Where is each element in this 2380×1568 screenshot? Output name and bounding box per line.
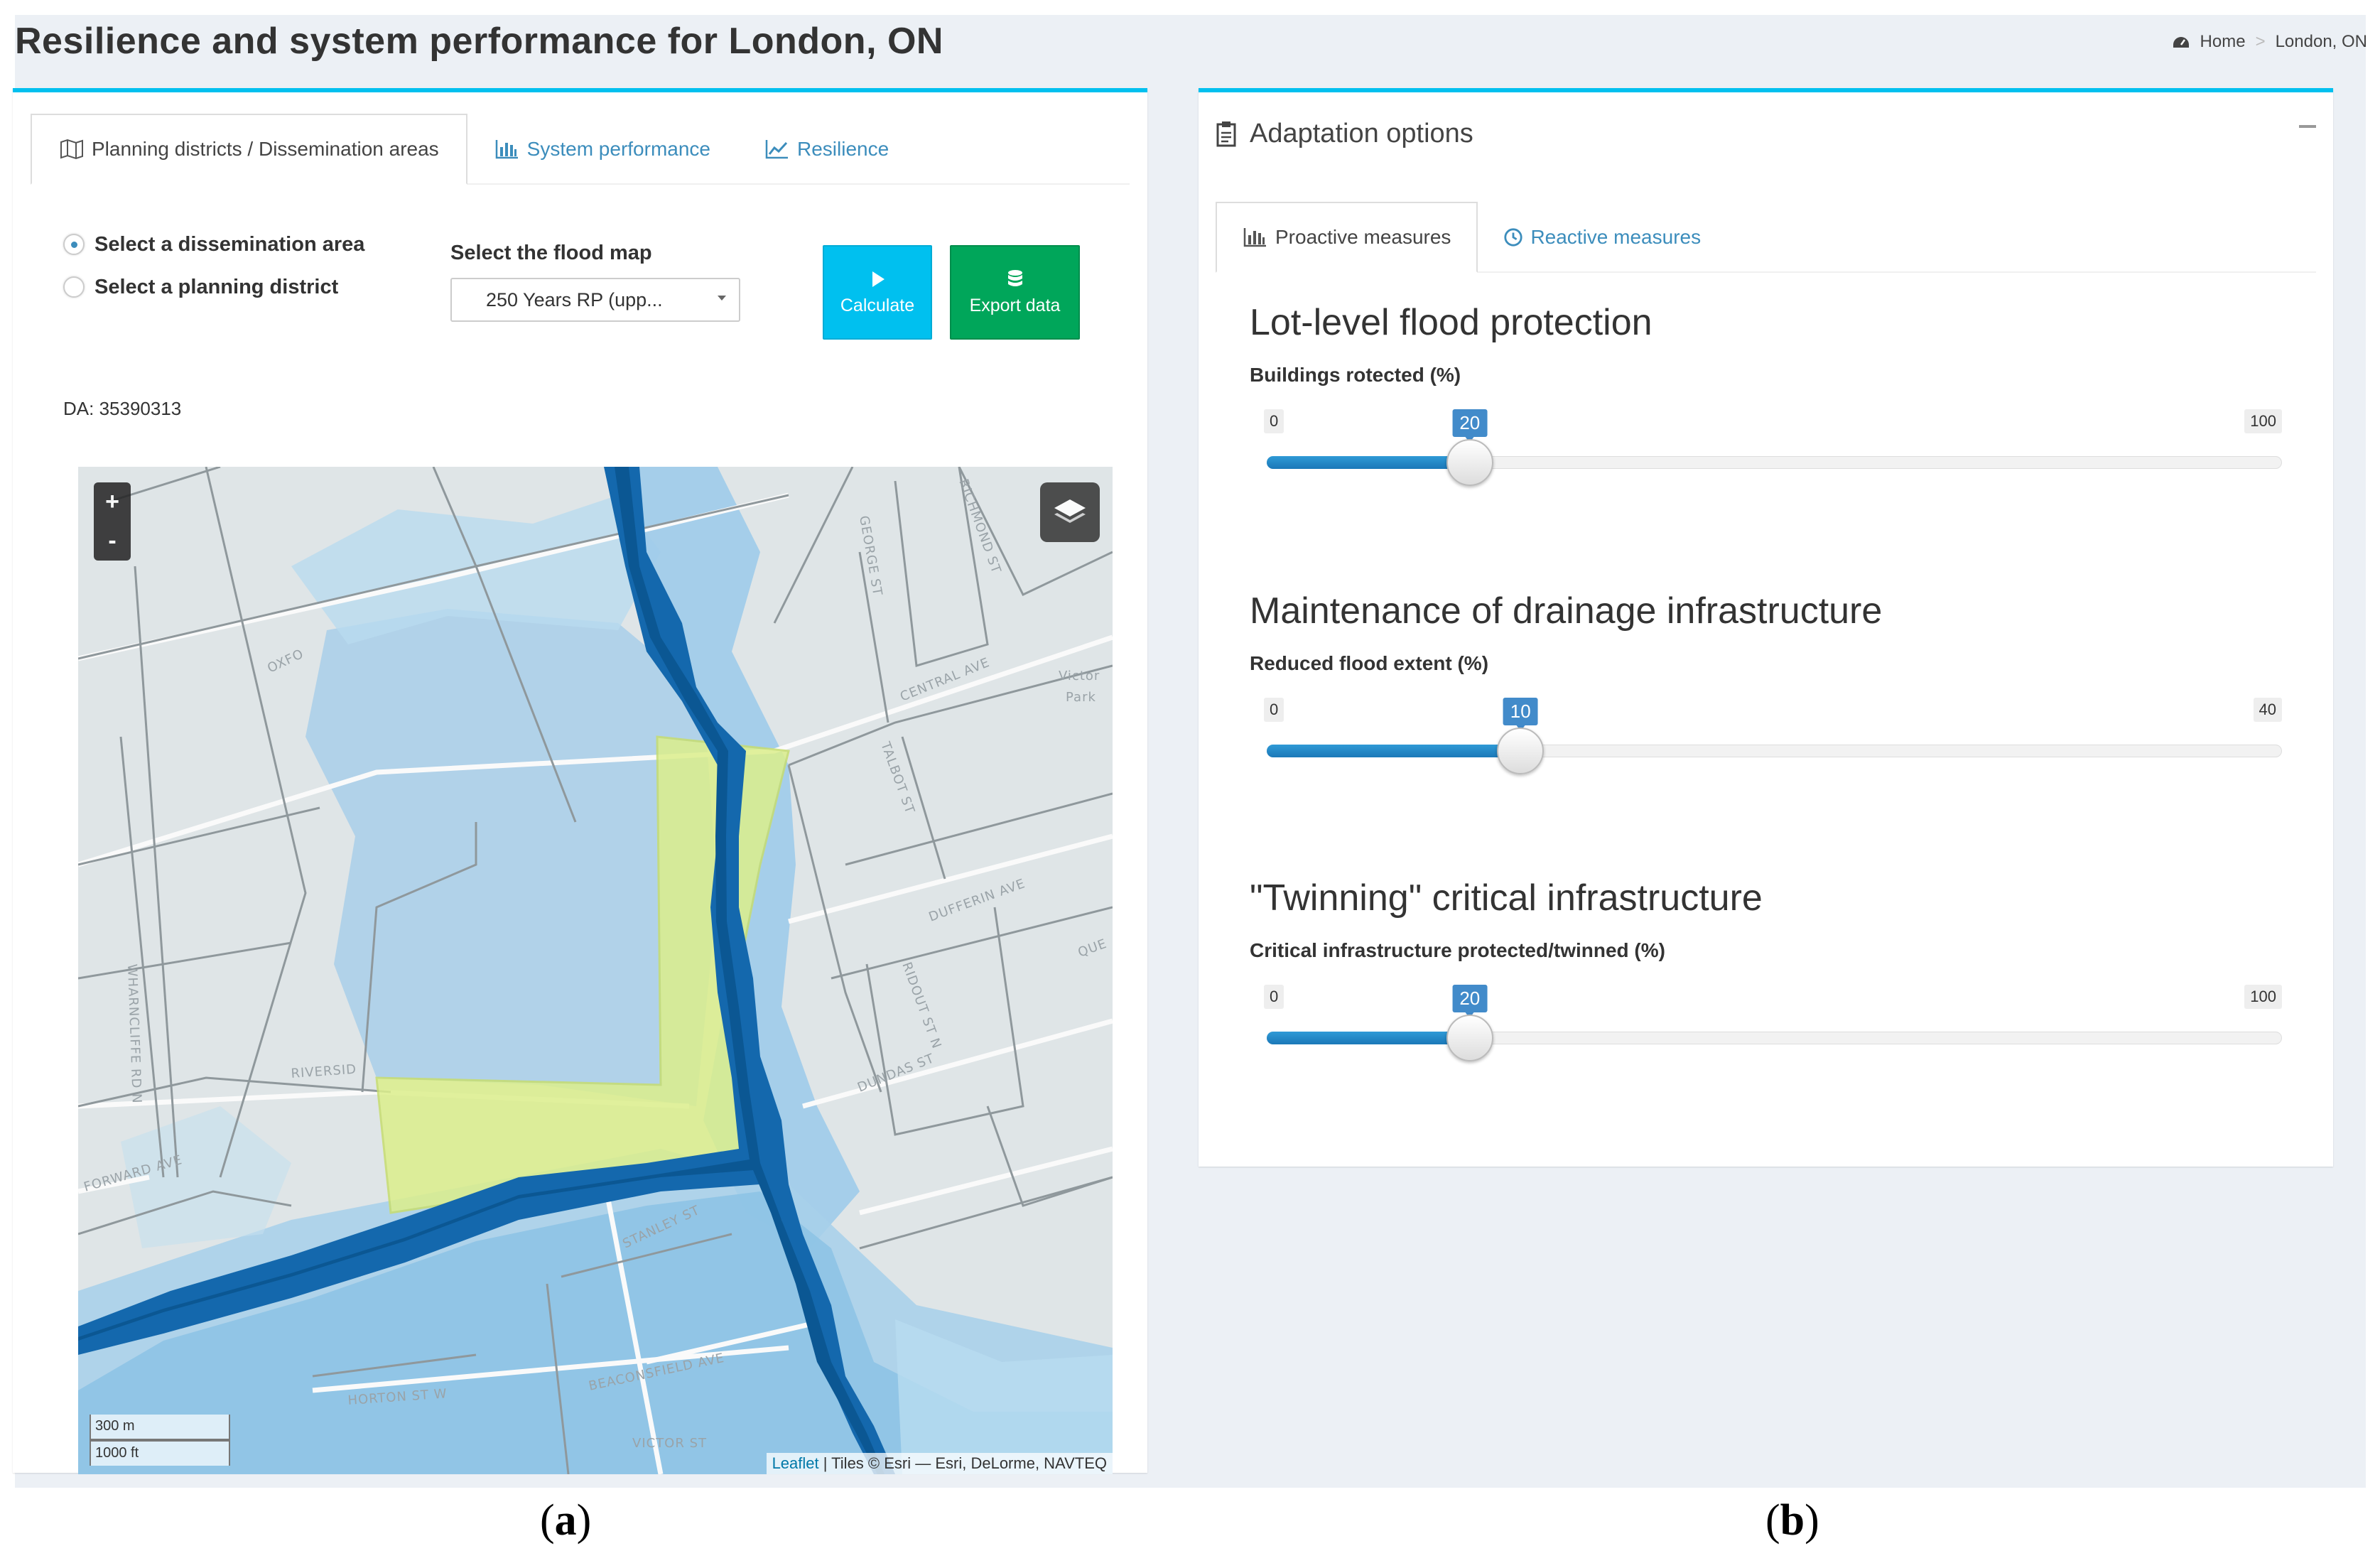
box-title: Adaptation options [1250, 118, 1473, 148]
caption-b-letter: b [1780, 1496, 1805, 1545]
breadcrumb-current: London, ON [2275, 32, 2367, 51]
breadcrumb-home-link[interactable]: Home [2200, 32, 2246, 51]
radio-dissemination-area[interactable]: Select a dissemination area [63, 227, 376, 261]
database-icon [1007, 270, 1022, 286]
left-panel: Planning districts / Dissemination areas… [13, 88, 1147, 1474]
area-type-radio-group: Select a dissemination area Select a pla… [63, 227, 376, 304]
export-label: Export data [969, 296, 1061, 315]
slider-value: 20 [1452, 409, 1488, 443]
radio-planning-district[interactable]: Select a planning district [63, 270, 376, 304]
tab-reactive-measures[interactable]: Reactive measures [1478, 202, 1726, 273]
layers-control[interactable] [1040, 482, 1100, 542]
measure-title: Maintenance of drainage infrastructure [1250, 590, 1883, 632]
tab-label: Proactive measures [1275, 226, 1451, 248]
svg-text:Park: Park [1066, 690, 1096, 705]
map-scale: 300 m 1000 ft [90, 1415, 230, 1466]
slider-label: Reduced flood extent (%) [1250, 652, 1489, 674]
zoom-out-button[interactable]: - [108, 527, 117, 554]
slider-handle[interactable] [1446, 439, 1493, 486]
tab-label: Planning districts / Dissemination areas [92, 138, 439, 160]
slider-max: 40 [2253, 698, 2282, 722]
slider-max: 100 [2244, 409, 2282, 433]
map-attribution: Leaflet | Tiles © Esri — Esri, DeLorme, … [766, 1453, 1113, 1474]
scale-imperial: 1000 ft [90, 1440, 230, 1466]
right-tabs: Proactive measures Reactive measures [1216, 202, 2316, 273]
slider-fill [1267, 745, 1521, 757]
zoom-control: + - [94, 482, 131, 561]
measure-twinning: "Twinning" critical infrastructure Criti… [1250, 877, 2282, 1064]
chevron-down-icon [718, 296, 726, 301]
slider-value: 20 [1452, 985, 1488, 1018]
slider-label: Buildings rotected (%) [1250, 364, 1461, 386]
radio-button-checked[interactable] [63, 234, 85, 255]
measure-drainage: Maintenance of drainage infrastructure R… [1250, 590, 2282, 777]
slider-min: 0 [1264, 409, 1284, 433]
line-chart-icon [765, 140, 788, 159]
flood-map-value: 250 Years RP (upp... [486, 288, 663, 310]
tab-proactive-measures[interactable]: Proactive measures [1216, 202, 1478, 273]
flood-map-select[interactable]: 250 Years RP (upp... [450, 278, 740, 322]
slider-fill [1267, 456, 1470, 469]
flood-map-label: Select the flood map [450, 242, 652, 264]
caption-b: (b) [1765, 1496, 1819, 1545]
caption-a-letter: a [554, 1496, 577, 1545]
radio-label: Select a planning district [94, 276, 339, 298]
tab-label: Reactive measures [1530, 226, 1702, 248]
tab-label: System performance [526, 138, 710, 160]
left-tabs: Planning districts / Dissemination areas… [31, 114, 1130, 185]
bar-chart-icon [1243, 228, 1266, 247]
page-title: Resilience and system performance for Lo… [15, 21, 943, 62]
leaflet-link[interactable]: Leaflet [772, 1454, 819, 1472]
slider-label: Critical infrastructure protected/twinne… [1250, 939, 1665, 961]
breadcrumb: Home > London, ON [2172, 32, 2367, 52]
tab-planning-districts[interactable]: Planning districts / Dissemination areas [31, 114, 467, 185]
play-icon [872, 271, 885, 287]
measure-title: Lot-level flood protection [1250, 302, 1653, 343]
calculate-button[interactable]: Calculate [823, 245, 932, 340]
adaptation-header: Adaptation options [1216, 112, 2316, 155]
zoom-in-button[interactable]: + [105, 488, 119, 515]
slider-value: 10 [1503, 698, 1538, 731]
radio-label: Select a dissemination area [94, 233, 365, 256]
export-data-button[interactable]: Export data [950, 245, 1080, 340]
tab-system-performance[interactable]: System performance [467, 114, 737, 185]
measure-title: "Twinning" critical infrastructure [1250, 877, 1763, 919]
radio-button[interactable] [63, 276, 85, 298]
reduced-flood-extent-slider[interactable]: 0 40 10 [1250, 692, 2282, 777]
bar-chart-icon [495, 140, 518, 159]
slider-min: 0 [1264, 985, 1284, 1009]
svg-text:Victor: Victor [1059, 669, 1100, 683]
map-tiles: OXFO CENTRAL AVE DUFFERIN AVE RIVERSID F… [78, 467, 1113, 1474]
tab-resilience[interactable]: Resilience [737, 114, 916, 185]
right-panel: Adaptation options Proactive measures Re… [1199, 88, 2333, 1167]
caption-a: (a) [540, 1496, 592, 1545]
scale-metric: 300 m [90, 1415, 230, 1440]
svg-text:VICTOR ST: VICTOR ST [632, 1436, 707, 1451]
slider-fill [1267, 1032, 1470, 1044]
breadcrumb-separator: > [2255, 32, 2266, 51]
selected-da-text: DA: 35390313 [63, 398, 182, 419]
measure-lot-level: Lot-level flood protection Buildings rot… [1250, 301, 2282, 489]
calculate-label: Calculate [840, 296, 915, 315]
dashboard-icon [2172, 35, 2190, 49]
flood-map[interactable]: OXFO CENTRAL AVE DUFFERIN AVE RIVERSID F… [78, 467, 1113, 1474]
critical-infrastructure-slider[interactable]: 0 100 20 [1250, 979, 2282, 1064]
map-icon [60, 139, 83, 160]
slider-min: 0 [1264, 698, 1284, 722]
clock-icon [1504, 228, 1523, 247]
slider-handle[interactable] [1497, 728, 1545, 774]
attribution-text: | Tiles © Esri — Esri, DeLorme, NAVTEQ [818, 1454, 1107, 1472]
buildings-protected-slider[interactable]: 0 100 20 [1250, 404, 2282, 489]
slider-handle[interactable] [1446, 1015, 1493, 1061]
clipboard-icon [1216, 121, 1236, 147]
collapse-button[interactable] [2299, 125, 2316, 128]
slider-max: 100 [2244, 985, 2282, 1009]
tab-label: Resilience [797, 138, 889, 160]
layers-icon [1054, 499, 1086, 523]
